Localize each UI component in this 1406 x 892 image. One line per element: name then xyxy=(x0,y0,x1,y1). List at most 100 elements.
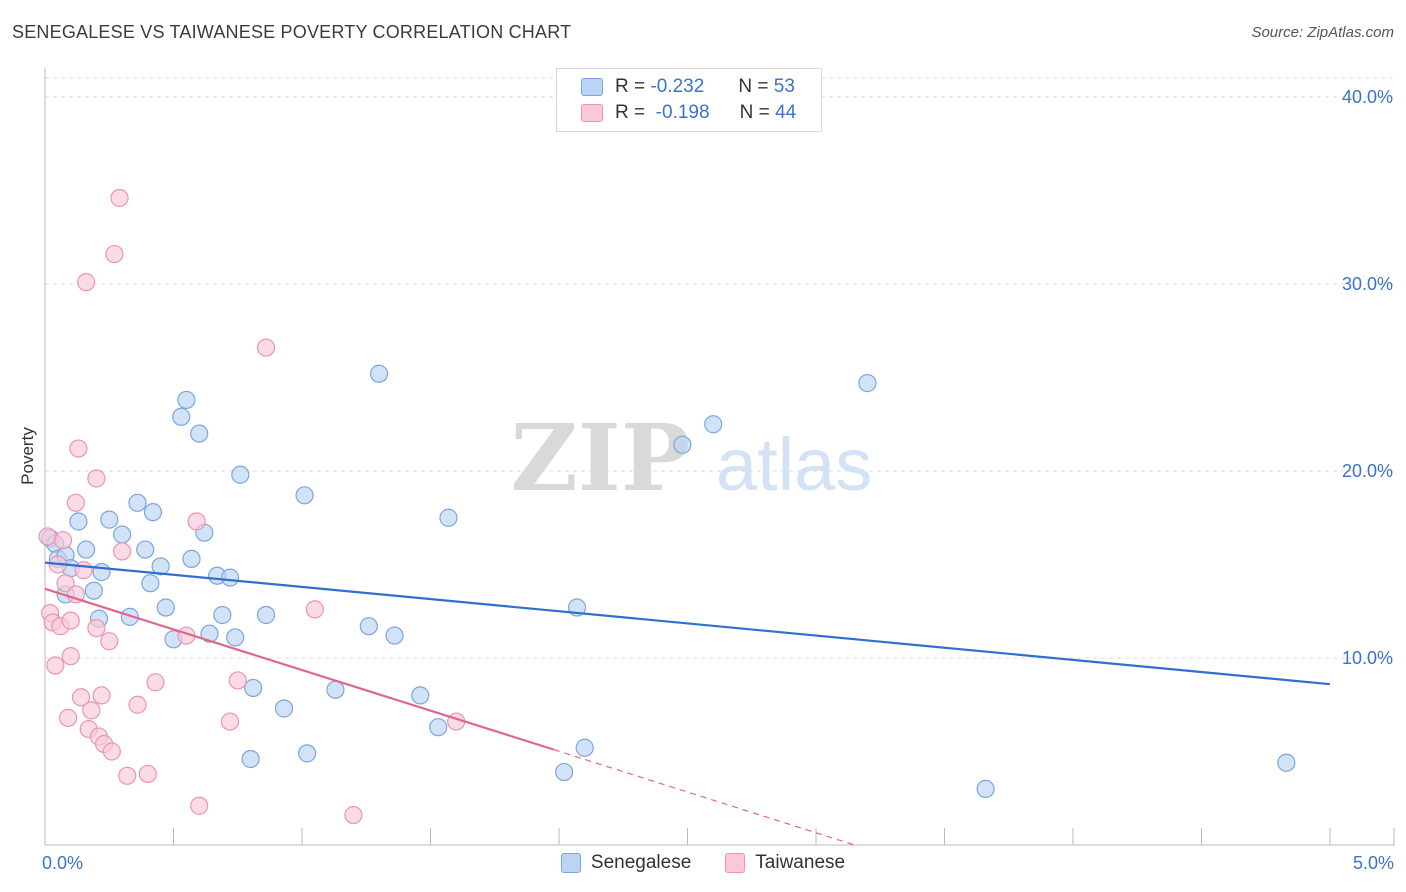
legend-r-value: -0.198 xyxy=(655,102,710,123)
point-senegalese xyxy=(172,407,191,426)
point-senegalese xyxy=(77,540,96,559)
point-senegalese xyxy=(92,562,111,582)
point-taiwanese xyxy=(53,531,73,550)
y-tick-label: 30.0% xyxy=(1342,274,1393,294)
series-legend: Senegalese Taiwanese xyxy=(0,852,1406,874)
legend-r-label: R = xyxy=(615,102,646,123)
point-taiwanese xyxy=(190,796,209,815)
point-taiwanese xyxy=(102,742,121,761)
y-axis-title: Poverty xyxy=(18,427,37,485)
point-senegalese xyxy=(100,510,119,529)
point-senegalese xyxy=(976,779,995,799)
trend-line-taiwanese xyxy=(44,587,555,751)
point-senegalese xyxy=(120,607,139,626)
point-taiwanese xyxy=(74,561,93,580)
point-taiwanese xyxy=(77,273,96,292)
point-taiwanese xyxy=(128,695,147,714)
point-senegalese xyxy=(231,465,250,484)
y-tick-label: 20.0% xyxy=(1342,461,1393,481)
point-senegalese xyxy=(385,626,404,645)
axes xyxy=(44,68,1395,846)
point-senegalese xyxy=(220,568,240,587)
trend-extension-taiwanese xyxy=(553,749,855,846)
y-tick-label: 10.0% xyxy=(1342,648,1393,668)
point-taiwanese xyxy=(112,542,132,561)
point-senegalese xyxy=(429,718,448,737)
point-taiwanese xyxy=(100,632,119,651)
watermark-zip: ZIP xyxy=(511,404,690,512)
point-senegalese xyxy=(128,493,147,512)
point-taiwanese xyxy=(256,338,276,357)
point-senegalese xyxy=(213,605,232,625)
correlation-legend: R = -0.232 N = 53 R = -0.198 N = 44 xyxy=(556,68,822,132)
point-senegalese xyxy=(136,540,155,559)
point-senegalese xyxy=(673,435,692,454)
watermark: ZIP atlas xyxy=(511,404,873,512)
point-senegalese xyxy=(295,486,314,505)
point-senegalese xyxy=(177,390,196,410)
point-taiwanese xyxy=(228,671,247,690)
point-taiwanese xyxy=(69,439,88,458)
point-taiwanese xyxy=(66,493,85,512)
point-taiwanese xyxy=(87,469,106,488)
legend-swatch-senegalese xyxy=(560,853,581,873)
legend-n-value: 44 xyxy=(775,102,797,123)
legend-swatch-taiwanese xyxy=(581,104,603,122)
point-taiwanese xyxy=(46,656,65,675)
point-taiwanese xyxy=(61,647,80,666)
point-senegalese xyxy=(143,503,163,522)
point-taiwanese xyxy=(92,686,111,705)
legend-label-taiwanese: Taiwanese xyxy=(755,852,846,873)
point-senegalese xyxy=(112,525,132,544)
point-senegalese xyxy=(298,744,317,763)
point-senegalese xyxy=(274,699,294,718)
point-senegalese xyxy=(575,738,594,757)
trend-lines xyxy=(44,561,1331,846)
legend-swatch-taiwanese xyxy=(725,853,746,873)
point-senegalese xyxy=(370,364,389,383)
legend-swatch-senegalese xyxy=(581,78,603,96)
point-senegalese xyxy=(439,508,458,527)
point-taiwanese xyxy=(344,805,363,825)
point-taiwanese xyxy=(305,600,324,619)
point-taiwanese xyxy=(220,712,240,731)
point-taiwanese xyxy=(187,512,206,531)
point-senegalese xyxy=(244,678,263,698)
point-taiwanese xyxy=(38,527,57,546)
point-senegalese xyxy=(69,512,88,531)
legend-r-value: -0.232 xyxy=(650,76,705,97)
point-senegalese xyxy=(182,549,201,568)
point-senegalese xyxy=(411,686,430,705)
point-taiwanese xyxy=(66,585,85,604)
point-senegalese xyxy=(858,374,877,393)
point-taiwanese xyxy=(87,618,106,638)
point-senegalese xyxy=(1277,753,1296,772)
point-senegalese xyxy=(241,749,260,769)
point-taiwanese xyxy=(71,688,91,707)
point-senegalese xyxy=(84,581,103,600)
point-senegalese xyxy=(226,628,245,647)
point-senegalese xyxy=(156,598,175,617)
point-senegalese xyxy=(151,557,170,576)
point-taiwanese xyxy=(105,244,124,264)
chart-title: SENEGALESE VS TAIWANESE POVERTY CORRELAT… xyxy=(12,22,572,42)
legend-item-senegalese: Senegalese xyxy=(560,852,692,874)
legend-label-senegalese: Senegalese xyxy=(590,852,692,873)
point-senegalese xyxy=(200,624,219,643)
legend-row-senegalese: R = -0.232 N = 53 xyxy=(581,74,795,100)
legend-row-taiwanese: R = -0.198 N = 44 xyxy=(581,100,796,126)
point-senegalese xyxy=(141,574,160,593)
point-senegalese xyxy=(359,617,378,636)
point-senegalese xyxy=(256,605,276,625)
legend-n-value: 53 xyxy=(773,76,795,97)
legend-r-label: R = xyxy=(615,76,646,97)
x-tick-label: 0.0% xyxy=(42,853,83,873)
point-senegalese xyxy=(326,680,345,699)
point-taiwanese xyxy=(138,764,157,784)
x-tick-label: 5.0% xyxy=(1353,853,1394,873)
legend-item-taiwanese: Taiwanese xyxy=(725,852,845,874)
grid-lines xyxy=(45,77,1395,659)
point-taiwanese xyxy=(146,673,165,692)
point-taiwanese xyxy=(82,701,101,720)
